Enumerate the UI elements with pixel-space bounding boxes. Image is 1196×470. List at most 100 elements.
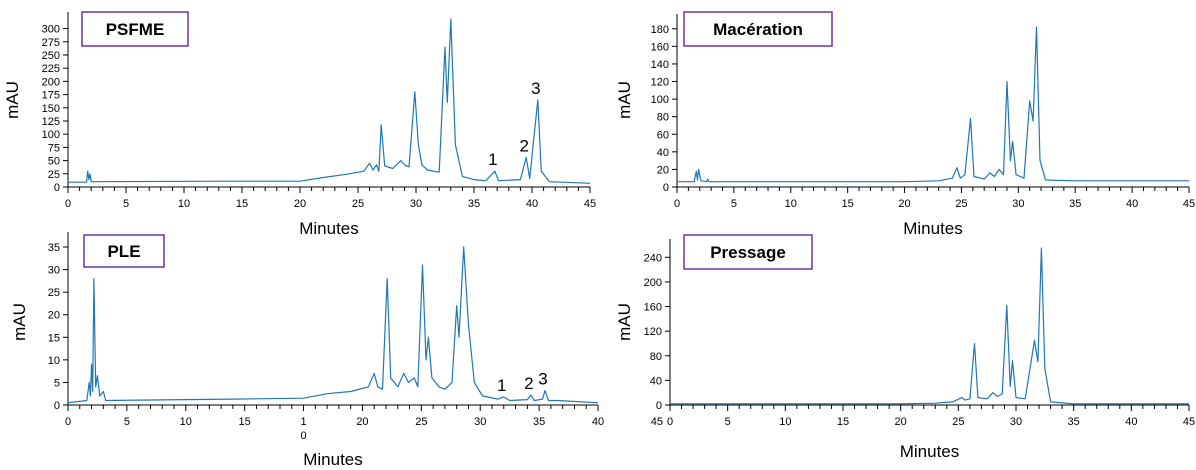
y-tick-label: 30	[48, 265, 60, 277]
y-tick-label: 15	[48, 332, 60, 344]
x-tick-label: 45	[1183, 198, 1195, 210]
x-tick-label: 45	[1183, 416, 1195, 428]
title-box	[81, 11, 189, 47]
x-tick-label: 40	[1125, 416, 1137, 428]
x-tick-label: 30	[474, 416, 486, 428]
chart-title: PLE	[107, 242, 140, 261]
peak-label: 1	[488, 150, 497, 169]
x-tick-label: 40	[526, 198, 538, 210]
peak-label: 1	[497, 376, 506, 395]
ple-chromatogram: 0 5 10 15 1 0 20 25 30 35 40 45 0 5 10 15 20 25 30 35 1 2 3 PLE…	[10, 232, 663, 469]
x-tick-label: 35	[1069, 198, 1081, 210]
x-tick-label: 45	[584, 198, 596, 210]
chromatogram-trace	[677, 26, 1189, 183]
x-axis-title: Minutes	[299, 219, 359, 238]
x-axis-title: Minutes	[900, 442, 960, 461]
x-tick-label: 25	[952, 416, 964, 428]
x-tick-label: 20	[356, 416, 368, 428]
y-tick-label: 35	[48, 242, 60, 254]
y-tick-label: 80	[657, 112, 669, 124]
y-axis-title: mAU	[10, 303, 29, 341]
y-tick-label: 25	[48, 169, 60, 181]
x-tick-label: 25	[415, 416, 427, 428]
x-tick-label: 40	[592, 416, 604, 428]
y-tick-label: 120	[651, 77, 669, 89]
x-axis-title: Minutes	[903, 219, 963, 238]
y-tick-label: 175	[42, 90, 60, 102]
x-tick-label: 30	[1012, 198, 1024, 210]
x-tick-label: 5	[124, 416, 130, 428]
y-tick-label: 40	[650, 375, 662, 387]
x-tick-label: 0	[674, 198, 680, 210]
x-tick-label: 25	[352, 198, 364, 210]
x-tick-label: 35	[468, 198, 480, 210]
y-tick-label: 5	[54, 377, 60, 389]
peak-label: 2	[519, 136, 528, 155]
title-box	[683, 11, 833, 47]
pressage-chromatogram: 0 5 10 15 20 25 30 35 40 45 0 40 80 120 160 200 240 Press…	[615, 234, 1195, 461]
chromatogram-trace	[670, 247, 1189, 405]
peak-label: 3	[538, 370, 547, 389]
psfme-chromatogram: 0 5 10 15 20 25 30 35 40 450255075100125150175200…	[3, 11, 596, 238]
y-tick-label: 0	[54, 182, 60, 194]
y-tick-label: 40	[657, 147, 669, 159]
y-tick-label: 180	[651, 24, 669, 36]
x-tick-label: 5	[725, 416, 731, 428]
x-tick-label: 20	[895, 416, 907, 428]
y-axis-title: mAU	[3, 81, 22, 119]
y-tick-label: 0	[656, 400, 662, 412]
chart-title: PSFME	[106, 20, 165, 39]
x-tick-label: 10	[785, 198, 797, 210]
y-tick-label: 120	[644, 326, 662, 338]
y-tick-label: 75	[48, 142, 60, 154]
y-tick-label: 100	[42, 129, 60, 141]
y-axis-title: mAU	[615, 81, 634, 119]
x-tick-label: 30	[410, 198, 422, 210]
x-tick-label: 10	[779, 416, 791, 428]
y-tick-label: 275	[42, 37, 60, 49]
x-tick-label: 45	[651, 416, 663, 428]
y-tick-label: 140	[651, 59, 669, 71]
y-tick-label: 200	[644, 277, 662, 289]
x-tick-label: 0	[65, 416, 71, 428]
y-tick-label: 240	[644, 252, 662, 264]
x-tick-label: 15	[842, 198, 854, 210]
y-tick-label: 250	[42, 50, 60, 62]
title-box	[83, 234, 165, 268]
x-tick-label: 5	[123, 198, 129, 210]
title-box	[683, 234, 813, 270]
y-tick-label: 20	[657, 164, 669, 176]
x-tick-label: 40	[1126, 198, 1138, 210]
y-tick-label: 60	[657, 129, 669, 141]
x-tick-label: 15	[239, 416, 251, 428]
y-tick-label: 160	[651, 41, 669, 53]
y-tick-label: 50	[48, 156, 60, 168]
x-tick-label: 35	[1068, 416, 1080, 428]
x-tick-label: 20	[294, 198, 306, 210]
y-tick-label: 25	[48, 287, 60, 299]
x-tick-label: 0	[667, 416, 673, 428]
chromatogram-trace	[67, 246, 599, 404]
x-tick-label: 20	[898, 198, 910, 210]
x-tick-label: 25	[955, 198, 967, 210]
peak-label: 3	[531, 79, 540, 98]
x-tick-label: 10	[178, 198, 190, 210]
chromatogram-trace	[68, 18, 591, 184]
x-tick-label: 35	[533, 416, 545, 428]
x-axis-title: Minutes	[303, 450, 363, 469]
x-tick-label: 5	[731, 198, 737, 210]
y-tick-label: 20	[48, 310, 60, 322]
chart-title: Pressage	[710, 243, 786, 262]
y-tick-label: 10	[48, 355, 60, 367]
y-tick-label: 125	[42, 116, 60, 128]
maceration-chromatogram: 0 5 10 15 20 25 30 35 40 45 0 20 40 60 80 100 120 140 160 1…	[615, 11, 1195, 238]
x-tick-label: 15	[837, 416, 849, 428]
y-tick-label: 200	[42, 76, 60, 88]
y-tick-label: 80	[650, 351, 662, 363]
y-tick-label: 160	[644, 302, 662, 314]
y-tick-label: 225	[42, 63, 60, 75]
peak-label: 2	[524, 374, 533, 393]
x-tick-label: 0	[65, 198, 71, 210]
